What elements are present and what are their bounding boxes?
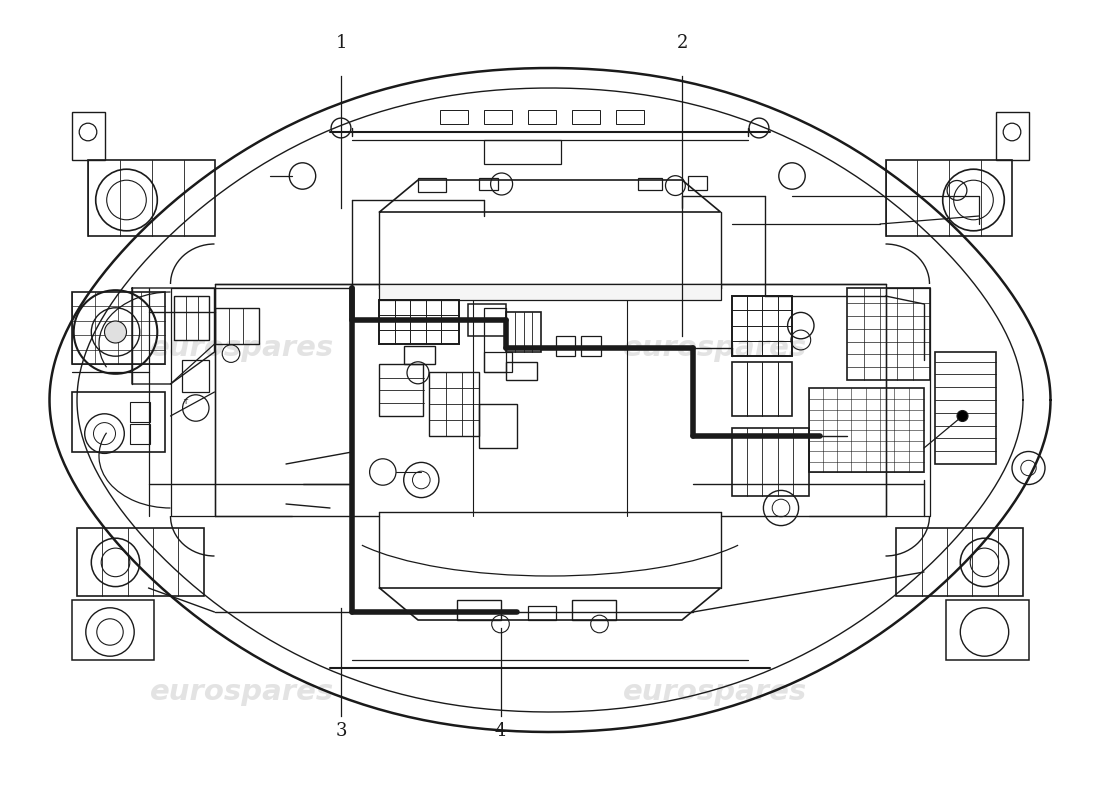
Bar [886, 160, 1012, 236]
Bar [404, 346, 434, 364]
Text: eurospares: eurospares [623, 678, 807, 706]
Bar [72, 600, 154, 660]
Text: 3: 3 [336, 722, 346, 740]
Bar [732, 296, 792, 356]
Bar [732, 428, 808, 496]
Circle shape [957, 410, 968, 422]
Bar [88, 160, 214, 236]
Bar [556, 336, 575, 356]
Text: eurospares: eurospares [150, 334, 334, 362]
Bar [528, 110, 556, 124]
Text: 1: 1 [336, 34, 346, 52]
Bar [379, 284, 720, 300]
Bar [429, 372, 478, 436]
Bar [484, 110, 512, 124]
Bar [581, 336, 601, 356]
Bar [484, 308, 506, 372]
Bar [528, 606, 556, 620]
Bar [896, 528, 1023, 596]
Bar [72, 112, 104, 160]
Bar [732, 362, 792, 416]
Text: T: T [183, 399, 187, 405]
Text: 2: 2 [676, 34, 688, 52]
Bar [572, 110, 600, 124]
Bar [484, 140, 561, 164]
Bar [638, 178, 662, 190]
Bar [506, 312, 541, 352]
Bar [572, 600, 616, 620]
Circle shape [104, 321, 126, 343]
Bar [484, 352, 512, 372]
Bar [418, 178, 446, 192]
Bar [182, 360, 209, 392]
Bar [688, 176, 707, 190]
Bar [616, 110, 644, 124]
Bar [456, 600, 501, 620]
Bar [130, 402, 150, 422]
Bar [379, 300, 459, 344]
Bar [174, 296, 209, 340]
Bar [996, 112, 1028, 160]
Bar [808, 388, 924, 472]
Bar [478, 178, 498, 190]
Bar [946, 600, 1028, 660]
Bar [72, 392, 165, 452]
Bar [72, 292, 165, 364]
Text: 4: 4 [495, 722, 506, 740]
Bar [130, 424, 150, 444]
Bar [506, 362, 537, 380]
Text: eurospares: eurospares [623, 334, 807, 362]
Bar [379, 364, 424, 416]
Bar [478, 404, 517, 448]
Bar [440, 110, 467, 124]
Bar [935, 352, 996, 464]
Bar [847, 288, 930, 380]
Bar [214, 308, 258, 344]
Bar [468, 304, 506, 336]
Bar [77, 528, 204, 596]
Text: eurospares: eurospares [150, 678, 334, 706]
